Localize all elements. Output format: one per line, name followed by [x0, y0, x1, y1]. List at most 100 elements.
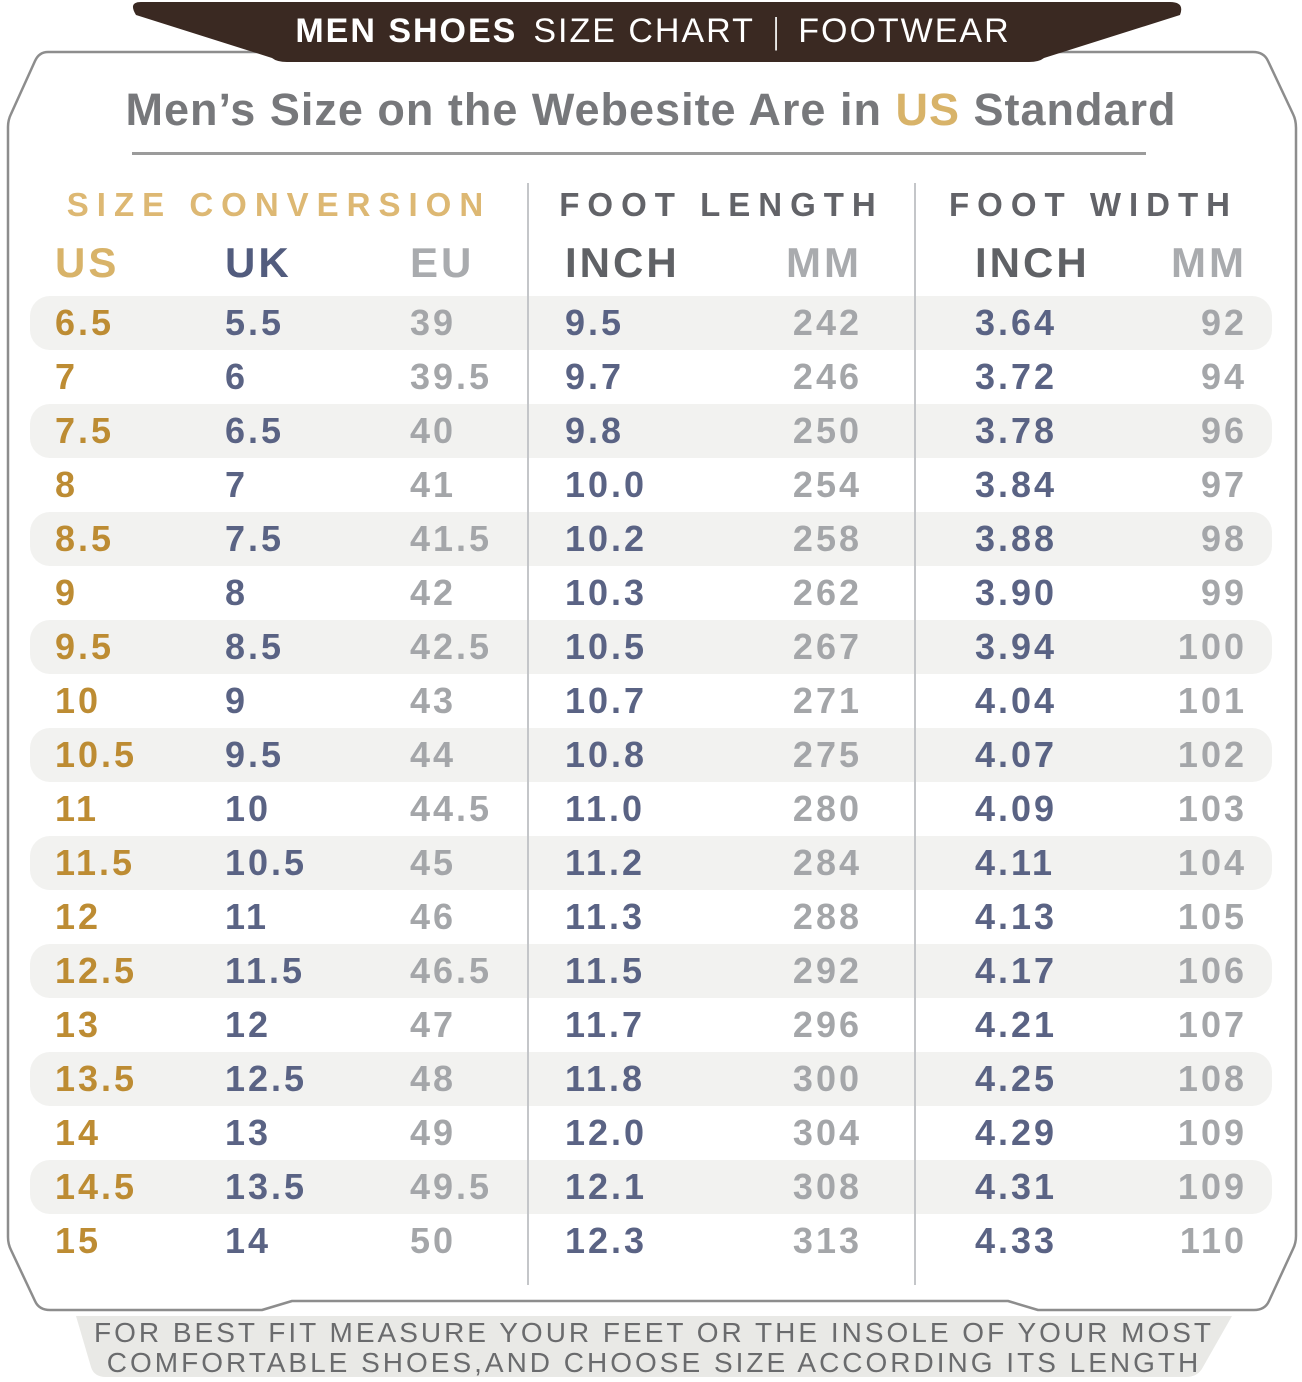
- table-cell: 41: [410, 464, 457, 505]
- footer-panel: [76, 1316, 1232, 1377]
- table-cell: 271: [792, 680, 862, 721]
- table-cell: 296: [792, 1004, 862, 1045]
- table-cell: 5.5: [225, 302, 285, 343]
- table-cell: 11: [225, 896, 270, 937]
- table-cell: 12.3: [565, 1220, 648, 1261]
- table-row: 8 7 41 10.0 254 3.84 97: [30, 458, 1272, 512]
- table-cell: 284: [792, 842, 862, 883]
- table-cell: 98: [1200, 518, 1247, 559]
- banner-title-regular: SIZE CHART: [533, 11, 755, 50]
- table-row: 13.5 12.5 48 11.8 300 4.25 108: [30, 1052, 1272, 1106]
- table-cell: 4.17: [975, 950, 1058, 991]
- column-header-width-mm: MM: [1171, 239, 1247, 286]
- table-cell: 242: [792, 302, 862, 343]
- table-cell: 9.5: [225, 734, 285, 775]
- table-cell: 10.7: [565, 680, 648, 721]
- table-cell: 42: [410, 572, 457, 613]
- table-cell: 99: [1200, 572, 1247, 613]
- table-cell: 3.94: [975, 626, 1058, 667]
- table-cell: 45: [410, 842, 457, 883]
- table-cell: 46.5: [410, 950, 493, 991]
- table-cell: 262: [792, 572, 862, 613]
- table-cell: 46: [410, 896, 457, 937]
- table-cell: 41.5: [410, 518, 493, 559]
- table-cell: 10: [55, 680, 102, 721]
- section-size-conversion: SIZE CONVERSION: [66, 186, 492, 223]
- table-cell: 8.5: [55, 518, 115, 559]
- table-cell: 3.88: [975, 518, 1058, 559]
- table-row: 10 9 43 10.7 271 4.04 101: [30, 674, 1272, 728]
- table-cell: 9.5: [565, 302, 625, 343]
- table-cell: 11.5: [565, 950, 646, 991]
- table-body: 6.5 5.5 39 9.5 242 3.64 92 7 6 39.5 9.7 246 3.72 94 7.…: [30, 296, 1272, 1268]
- section-foot-length: FOOT LENGTH: [559, 186, 884, 223]
- table-cell: 12.5: [225, 1058, 308, 1099]
- table-cell: 49.5: [410, 1166, 493, 1207]
- page-title-highlight: US: [895, 84, 960, 135]
- table-row: 11 10 44.5 11.0 280 4.09 103: [30, 782, 1272, 836]
- table-cell: 9.8: [565, 410, 625, 451]
- table-cell: 40: [410, 410, 457, 451]
- table-cell: 8: [55, 464, 79, 505]
- table-cell: 8: [225, 572, 249, 613]
- table-cell: 9: [225, 680, 249, 721]
- table-cell: 13.5: [225, 1166, 308, 1207]
- section-foot-width: FOOT WIDTH: [949, 186, 1238, 223]
- table-cell: 11.3: [565, 896, 646, 937]
- column-divider-left: [527, 183, 529, 1285]
- table-cell: 12.0: [565, 1112, 648, 1153]
- table-cell: 11.5: [225, 950, 306, 991]
- table-row: 8.5 7.5 41.5 10.2 258 3.88 98: [30, 512, 1272, 566]
- table-cell: 92: [1200, 302, 1247, 343]
- table-cell: 108: [1177, 1058, 1247, 1099]
- table-cell: 246: [792, 356, 862, 397]
- table-cell: 254: [792, 464, 862, 505]
- table-cell: 12.1: [565, 1166, 648, 1207]
- table-cell: 304: [792, 1112, 862, 1153]
- table-cell: 6.5: [225, 410, 285, 451]
- table-cell: 11.2: [565, 842, 646, 883]
- table-cell: 3.78: [975, 410, 1058, 451]
- table-cell: 14: [55, 1112, 102, 1153]
- table-cell: 11: [55, 788, 100, 829]
- table-cell: 7.5: [225, 518, 285, 559]
- table-cell: 97: [1200, 464, 1247, 505]
- table-cell: 104: [1177, 842, 1247, 883]
- table-cell: 50: [410, 1220, 457, 1261]
- table-cell: 96: [1200, 410, 1247, 451]
- table-row: 9 8 42 10.3 262 3.90 99: [30, 566, 1272, 620]
- table-cell: 6.5: [55, 302, 115, 343]
- banner-separator: |: [773, 10, 780, 51]
- table-cell: 13.5: [55, 1058, 138, 1099]
- column-divider-right: [914, 183, 916, 1285]
- table-cell: 4.21: [975, 1004, 1058, 1045]
- table-row: 7 6 39.5 9.7 246 3.72 94: [30, 350, 1272, 404]
- table-cell: 4.07: [975, 734, 1058, 775]
- table-cell: 110: [1179, 1220, 1247, 1261]
- table-cell: 288: [792, 896, 862, 937]
- page-title-suffix: Standard: [973, 84, 1177, 135]
- page-title-prefix: Men’s Size on the Webesite Are in: [125, 84, 882, 135]
- banner-footwear-label: FOOTWEAR: [798, 11, 1011, 50]
- table-cell: 11.0: [565, 788, 646, 829]
- size-table: SIZE CONVERSION FOOT LENGTH FOOT WIDTH U…: [30, 180, 1272, 1285]
- table-cell: 12.5: [55, 950, 138, 991]
- table-cell: 6: [225, 356, 249, 397]
- table-cell: 275: [792, 734, 862, 775]
- table-cell: 308: [792, 1166, 862, 1207]
- page-title: Men’s Size on the Webesite Are in US Sta…: [0, 84, 1302, 136]
- table-cell: 43: [410, 680, 457, 721]
- table-cell: 3.64: [975, 302, 1058, 343]
- table-row: 9.5 8.5 42.5 10.5 267 3.94 100: [30, 620, 1272, 674]
- table-cell: 4.11: [975, 842, 1056, 883]
- table-row: 10.5 9.5 44 10.8 275 4.07 102: [30, 728, 1272, 782]
- table-cell: 11.8: [565, 1058, 646, 1099]
- table-cell: 250: [792, 410, 862, 451]
- table-cell: 4.29: [975, 1112, 1058, 1153]
- table-row: 14 13 49 12.0 304 4.29 109: [30, 1106, 1272, 1160]
- table-cell: 4.09: [975, 788, 1058, 829]
- table-cell: 4.31: [975, 1166, 1058, 1207]
- table-cell: 280: [792, 788, 862, 829]
- table-cell: 9: [55, 572, 79, 613]
- footer-note: FOR BEST FIT MEASURE YOUR FEET OR THE IN…: [75, 1317, 1233, 1378]
